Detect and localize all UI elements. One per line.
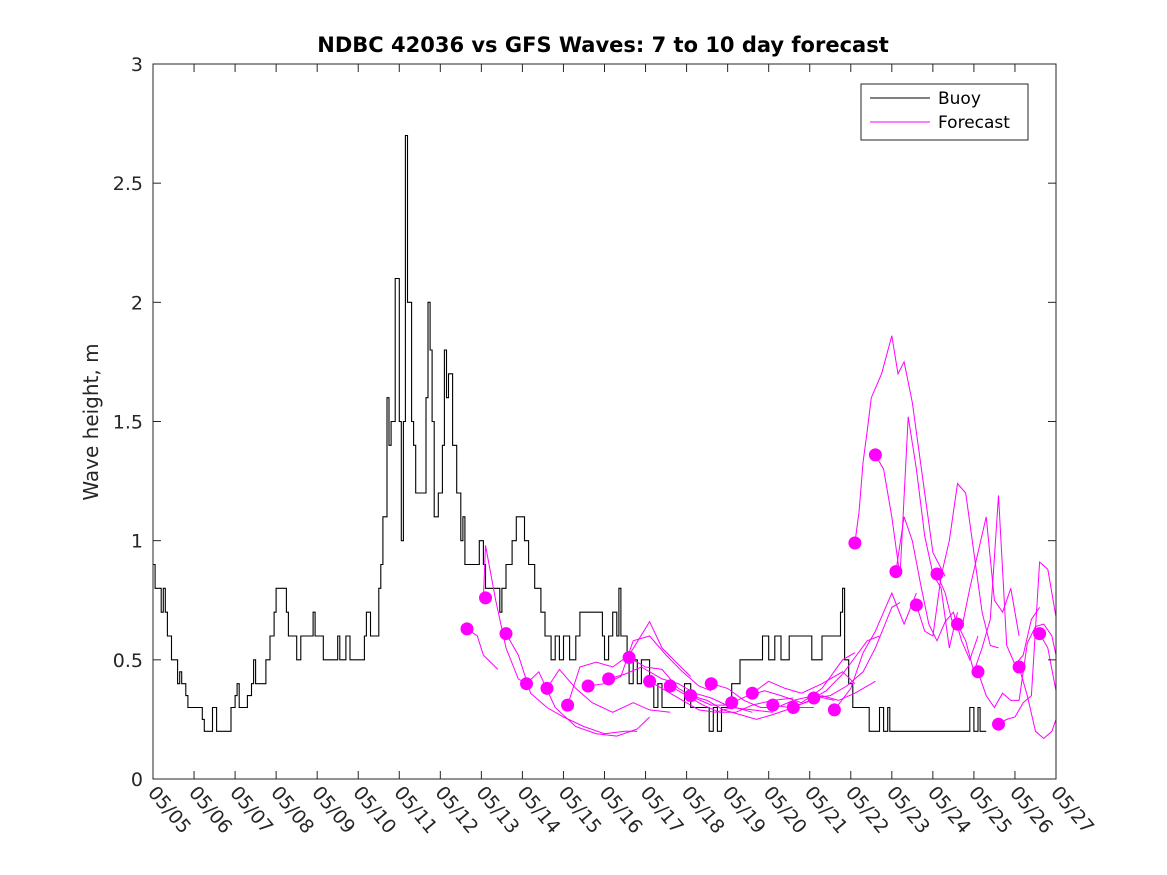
forecast-line <box>752 671 856 694</box>
x-tick-label: 05/19 <box>718 782 770 838</box>
x-tick-label: 05/06 <box>184 782 236 838</box>
x-tick-label: 05/21 <box>800 782 852 838</box>
y-tick-label: 2.5 <box>113 173 143 195</box>
forecast-marker <box>540 681 554 695</box>
x-tick-label: 05/22 <box>841 782 893 838</box>
y-axis: 0 0.5 1 1.5 2 2.5 3 <box>113 54 1056 791</box>
forecast-marker <box>848 536 862 550</box>
x-tick-label: 05/27 <box>1046 782 1098 838</box>
forecast-line <box>505 633 638 735</box>
forecast-line <box>998 561 1057 725</box>
y-tick-label: 0.5 <box>113 650 143 672</box>
x-tick-label: 05/17 <box>636 782 688 838</box>
forecast-marker <box>725 696 739 710</box>
forecast-marker <box>992 717 1005 731</box>
forecast-series <box>460 335 1057 740</box>
x-axis: 05/0505/0605/0705/0805/0905/1005/1105/12… <box>143 64 1098 838</box>
forecast-marker <box>1033 627 1047 641</box>
forecast-line <box>854 335 946 577</box>
forecast-marker <box>889 565 903 579</box>
forecast-marker <box>951 617 964 631</box>
forecast-line <box>1018 666 1057 740</box>
forecast-marker <box>520 677 533 691</box>
forecast-marker <box>786 701 800 714</box>
y-tick-label: 1.5 <box>113 412 143 434</box>
forecast-marker <box>930 567 944 581</box>
x-tick-label: 05/10 <box>348 782 400 838</box>
forecast-marker <box>909 598 923 612</box>
forecast-marker <box>807 691 821 705</box>
forecast-line <box>977 623 1057 709</box>
forecast-marker <box>745 686 759 700</box>
y-tick-label: 2 <box>131 292 143 314</box>
forecast-marker <box>766 698 780 712</box>
forecast-line <box>834 591 917 711</box>
forecast-marker <box>868 448 882 462</box>
forecast-marker <box>643 674 657 688</box>
x-tick-label: 05/14 <box>513 782 565 838</box>
legend-label-forecast: Forecast <box>938 113 1010 133</box>
x-tick-label: 05/12 <box>430 782 482 838</box>
forecast-marker <box>499 627 513 641</box>
forecast-marker <box>971 665 985 679</box>
forecast-line <box>526 670 650 737</box>
forecast-line <box>466 628 499 670</box>
plot-frame <box>152 63 1057 780</box>
forecast-marker <box>561 698 575 712</box>
x-tick-label: 05/07 <box>225 782 277 838</box>
x-tick-label: 05/08 <box>266 782 318 838</box>
forecast-marker <box>663 679 677 693</box>
forecast-marker <box>827 703 841 717</box>
x-tick-label: 05/09 <box>307 782 359 838</box>
x-tick-label: 05/15 <box>554 782 606 838</box>
x-tick-label: 05/11 <box>389 782 441 838</box>
forecast-line <box>813 602 901 699</box>
x-tick-label: 05/13 <box>472 782 524 838</box>
forecast-line <box>874 416 958 649</box>
x-tick-label: 05/16 <box>595 782 647 838</box>
forecast-line <box>957 495 1041 674</box>
x-tick-label: 05/20 <box>759 782 811 838</box>
forecast-marker <box>704 677 718 691</box>
legend-label-buoy: Buoy <box>938 89 981 109</box>
x-tick-label: 05/25 <box>964 782 1016 838</box>
y-tick-label: 0 <box>131 769 143 791</box>
forecast-line <box>936 516 1020 637</box>
forecast-marker <box>479 591 492 605</box>
forecast-line <box>649 680 773 713</box>
legend: Buoy Forecast <box>860 83 1029 141</box>
x-tick-label: 05/18 <box>677 782 729 838</box>
forecast-marker <box>581 679 595 693</box>
forecast-line <box>915 482 999 649</box>
chart-title: NDBC 42036 vs GFS Waves: 7 to 10 day for… <box>317 33 888 57</box>
forecast-marker <box>460 622 474 636</box>
forecast-line <box>482 545 527 685</box>
buoy-line <box>153 134 987 732</box>
forecast-marker <box>622 651 636 664</box>
x-tick-label: 05/24 <box>923 782 975 838</box>
buoy-series <box>153 134 987 732</box>
legend-box <box>860 83 1029 141</box>
y-axis-label: Wave height, m <box>79 343 103 500</box>
forecast-line <box>546 668 671 713</box>
x-tick-label: 05/26 <box>1005 782 1057 838</box>
y-tick-label: 1 <box>131 531 143 553</box>
x-tick-label: 05/05 <box>143 782 195 838</box>
forecast-marker <box>1012 660 1026 674</box>
forecast-line <box>895 516 979 662</box>
y-tick-label: 3 <box>131 54 143 76</box>
forecast-marker <box>602 672 616 686</box>
forecast-marker <box>684 689 698 703</box>
x-tick-label: 05/23 <box>882 782 934 838</box>
